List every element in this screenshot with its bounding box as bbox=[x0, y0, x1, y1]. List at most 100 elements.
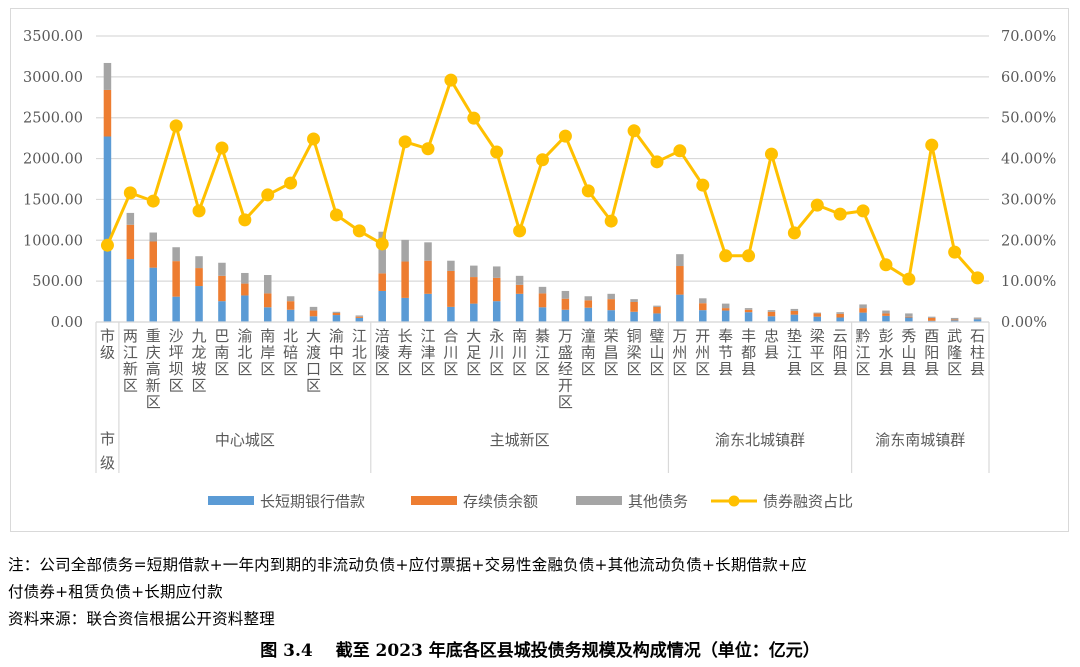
category-label: 武 bbox=[947, 327, 962, 345]
bar-segment bbox=[584, 300, 593, 308]
ratio-marker bbox=[421, 142, 435, 156]
ratio-marker bbox=[100, 238, 114, 252]
category-label: 节 bbox=[718, 344, 733, 362]
bar-segment bbox=[699, 303, 707, 311]
bar-segment bbox=[332, 311, 341, 314]
ratio-marker bbox=[398, 135, 412, 149]
category-label: 区 bbox=[856, 360, 871, 378]
ratio-marker bbox=[764, 147, 778, 161]
bar-segment bbox=[447, 270, 455, 307]
ratio-marker bbox=[215, 141, 229, 155]
bar-segment bbox=[630, 299, 638, 302]
category-label: 县 bbox=[764, 344, 779, 362]
bar-segment bbox=[195, 286, 203, 322]
category-label: 区 bbox=[214, 360, 229, 378]
category-label: 新 bbox=[123, 360, 138, 378]
bar-segment bbox=[401, 297, 409, 322]
bar-segment bbox=[447, 260, 455, 271]
bar-segment bbox=[882, 310, 890, 314]
bar-segment bbox=[378, 290, 386, 322]
category-label: 荣 bbox=[604, 327, 619, 345]
bar-segment bbox=[653, 306, 661, 314]
bar-segment bbox=[263, 275, 272, 294]
bar-segment bbox=[172, 261, 180, 297]
category-label: 万 bbox=[672, 327, 687, 345]
ratio-marker bbox=[238, 213, 252, 227]
legend-label: 债券融资占比 bbox=[763, 493, 853, 511]
y-tick-label: 1500.00 bbox=[23, 192, 83, 208]
group-label: 中心城区 bbox=[215, 431, 275, 449]
ratio-marker bbox=[604, 214, 618, 228]
category-label: 彭 bbox=[878, 327, 893, 345]
legend-swatch bbox=[208, 496, 254, 505]
bar-segment bbox=[538, 307, 547, 322]
category-label: 两 bbox=[123, 327, 138, 345]
ratio-marker bbox=[581, 184, 595, 198]
bar-segment bbox=[699, 298, 707, 304]
category-label: 陵 bbox=[375, 344, 390, 362]
bar-segment bbox=[813, 316, 822, 322]
category-label: 江 bbox=[421, 327, 436, 345]
y-tick-label: 3000.00 bbox=[23, 70, 83, 86]
category-label: 奉 bbox=[718, 327, 733, 345]
y2-tick-label: 60.00% bbox=[1001, 70, 1056, 86]
y-tick-label: 1000.00 bbox=[23, 233, 83, 249]
bar-segment bbox=[744, 308, 753, 310]
ratio-marker bbox=[375, 237, 389, 251]
category-label: 长 bbox=[398, 327, 413, 345]
category-label: 江 bbox=[535, 344, 550, 362]
group-label: 级 bbox=[100, 454, 115, 472]
bar-segment bbox=[149, 241, 157, 268]
ratio-marker bbox=[879, 258, 893, 272]
bar-segment bbox=[836, 317, 844, 322]
category-label: 开 bbox=[558, 377, 573, 395]
bar-segment bbox=[905, 313, 913, 317]
legend-swatch bbox=[576, 496, 622, 505]
category-label: 县 bbox=[924, 360, 939, 378]
bar-segment bbox=[286, 296, 295, 302]
bar-segment bbox=[218, 301, 226, 322]
category-label: 区 bbox=[810, 360, 825, 378]
bar-segment bbox=[515, 293, 524, 322]
bar-segment bbox=[767, 316, 776, 322]
category-label: 县 bbox=[718, 360, 733, 378]
legend-swatch bbox=[411, 496, 457, 505]
bar-segment bbox=[424, 260, 432, 294]
bar-segment bbox=[538, 286, 547, 294]
legend-label: 存续债余额 bbox=[463, 493, 538, 511]
ratio-marker bbox=[444, 73, 458, 87]
bar-segment bbox=[218, 275, 226, 302]
ratio-marker bbox=[696, 178, 710, 192]
y-tick-label: 2000.00 bbox=[23, 152, 83, 168]
bar-segment bbox=[813, 312, 822, 314]
category-label: 沙 bbox=[169, 327, 184, 345]
category-label: 县 bbox=[741, 360, 756, 378]
source-text: 资料来源：联合资信根据公开资料整理 bbox=[8, 610, 275, 628]
bar-segment bbox=[905, 317, 913, 322]
category-label: 区 bbox=[123, 377, 138, 395]
category-label: 区 bbox=[466, 360, 481, 378]
category-label: 阳 bbox=[924, 344, 939, 362]
bar-segment bbox=[561, 309, 570, 322]
bar-segment bbox=[241, 272, 249, 284]
bar-segment bbox=[859, 312, 867, 322]
category-label: 州 bbox=[672, 344, 687, 362]
ratio-marker bbox=[467, 111, 481, 125]
bar-segment bbox=[882, 313, 890, 316]
chart-frame: 0.00 500.00 1000.00 1500.00 2000.00 2500.00 30… bbox=[10, 8, 1069, 532]
ratio-marker bbox=[558, 129, 572, 143]
bar-segment bbox=[744, 309, 753, 313]
bar-segment bbox=[263, 307, 272, 322]
ratio-marker bbox=[284, 176, 298, 190]
bar-segment bbox=[470, 303, 478, 322]
category-label: 渝 bbox=[237, 327, 252, 345]
bar-segment bbox=[950, 317, 959, 320]
bar-segment bbox=[676, 294, 684, 322]
bar-segment bbox=[263, 293, 272, 308]
category-label: 忠 bbox=[764, 327, 779, 345]
category-label: 巴 bbox=[214, 327, 229, 345]
category-label: 隆 bbox=[947, 344, 962, 362]
ratio-marker bbox=[673, 144, 687, 158]
category-label: 川 bbox=[489, 344, 504, 362]
bar-segment bbox=[492, 301, 501, 322]
